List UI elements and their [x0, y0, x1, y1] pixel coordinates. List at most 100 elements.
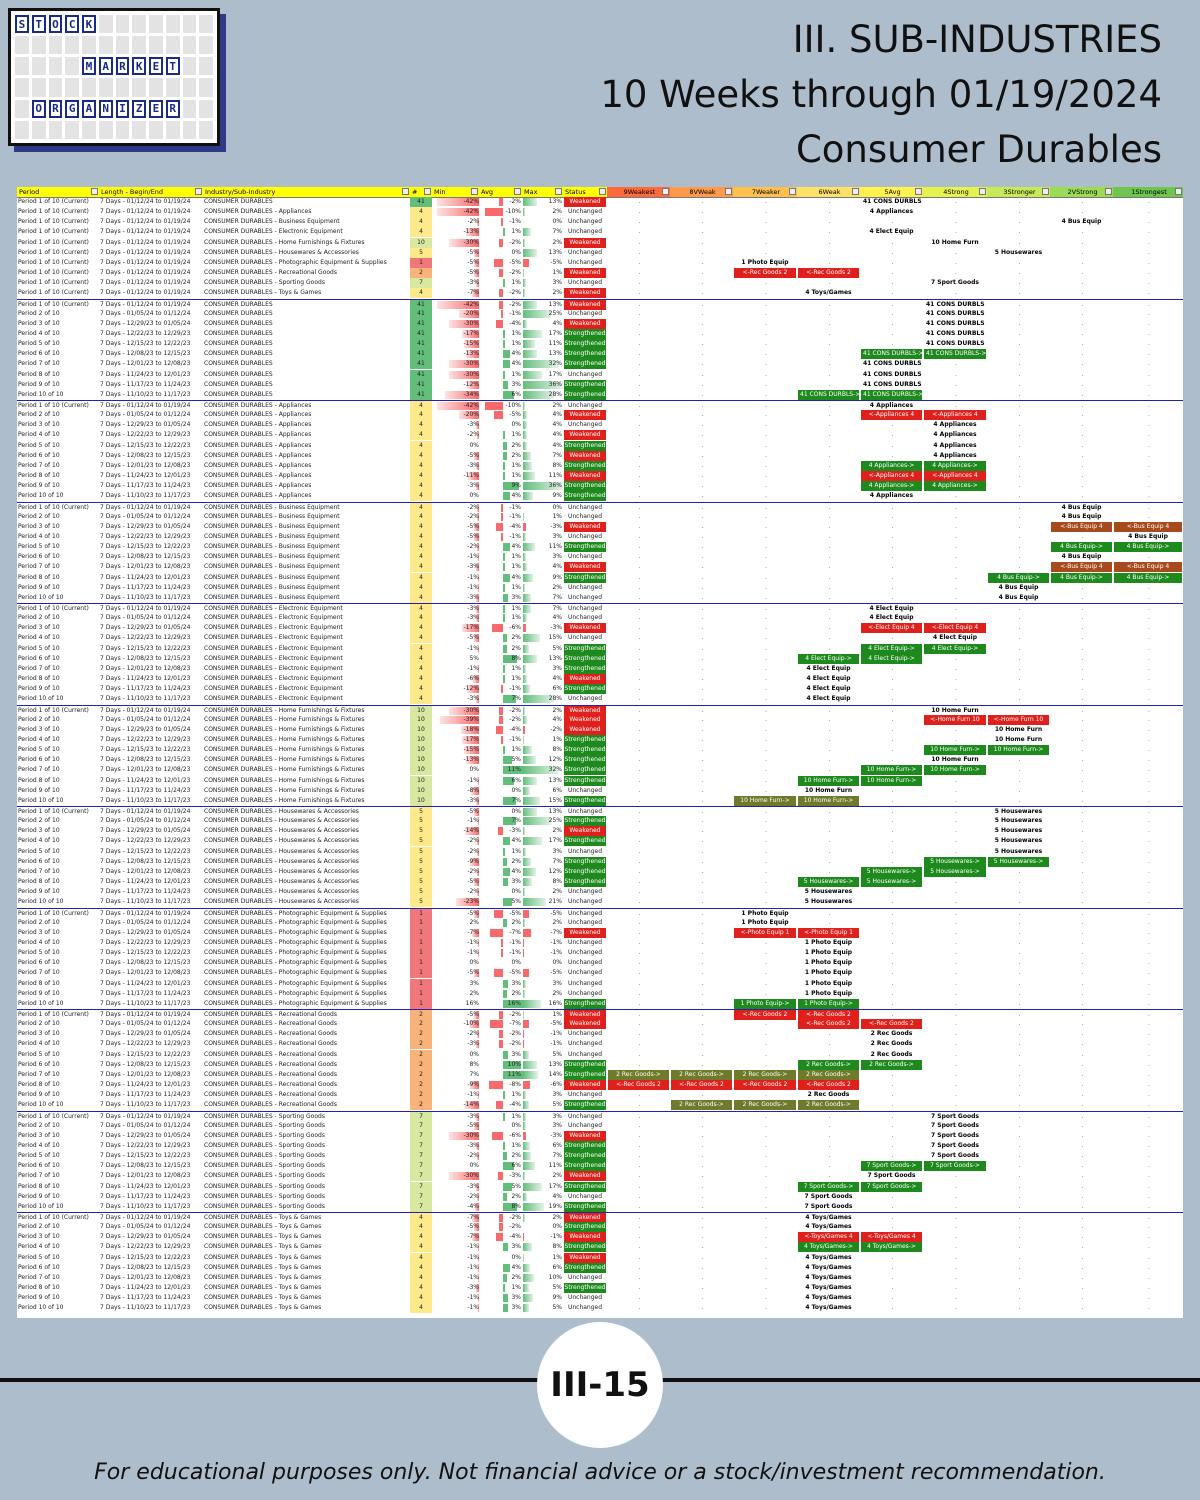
filter-dropdown-icon[interactable] — [402, 188, 409, 195]
length-cell: 7 Days - 11/17/23 to 11/24/23 — [100, 1091, 191, 1099]
period-cell: Period 4 of 10 — [18, 329, 60, 337]
status-badge: Strengthened — [564, 1151, 606, 1162]
count-cell: 4 — [410, 633, 432, 644]
filter-dropdown-icon[interactable] — [555, 188, 562, 195]
header-7[interactable]: Status — [563, 187, 607, 197]
avg-bar — [495, 725, 503, 734]
table-row: Period 8 of 10 7 Days - 11/24/23 to 12/01… — [17, 877, 1183, 888]
rank-tag: 10 Home Furn — [994, 735, 1043, 743]
avg-cell: -4% — [509, 1101, 521, 1109]
header-14[interactable]: 3Stronger — [987, 187, 1050, 197]
empty-cell-dot: . — [765, 1162, 767, 1170]
empty-cell-dot: . — [701, 1030, 704, 1038]
header-8[interactable]: 9Weakest — [607, 187, 670, 197]
status-badge: Weakened — [564, 1252, 606, 1263]
empty-cell-dot: . — [828, 746, 831, 754]
filter-dropdown-icon[interactable] — [979, 188, 986, 195]
filter-dropdown-icon[interactable] — [915, 188, 922, 195]
empty-cell-dot: . — [701, 959, 704, 967]
min-bar — [449, 706, 479, 715]
header-label: 8VWeak — [689, 188, 716, 196]
filter-dropdown-icon[interactable] — [424, 188, 431, 195]
period-cell: Period 4 of 10 — [18, 1040, 60, 1048]
table-row: Period 10 of 10 7 Days - 11/10/23 to 11/1… — [17, 389, 1183, 400]
period-cell: Period 3 of 10 — [18, 1030, 60, 1038]
filter-dropdown-icon[interactable] — [725, 188, 732, 195]
filter-dropdown-icon[interactable] — [471, 188, 478, 195]
max-bar — [523, 776, 538, 785]
table-row: Period 10 of 10 7 Days - 11/10/23 to 11/1… — [17, 1303, 1183, 1314]
logo-cell — [165, 120, 180, 139]
rank-tag: 1 Photo Equip-> — [798, 998, 859, 1009]
min-bar — [478, 1294, 479, 1303]
filter-dropdown-icon[interactable] — [852, 188, 859, 195]
max-cell: -1% — [550, 1233, 562, 1241]
filter-dropdown-icon[interactable] — [662, 188, 669, 195]
table-row: Period 6 of 10 7 Days - 12/08/23 to 12/15… — [17, 755, 1183, 766]
min-bar — [477, 888, 479, 897]
header-15[interactable]: 2VStrong — [1050, 187, 1113, 197]
status-badge: Weakened — [564, 237, 606, 248]
filter-dropdown-icon[interactable] — [599, 188, 606, 195]
header-4[interactable]: Min — [432, 187, 479, 197]
empty-cell-dot: . — [638, 411, 641, 419]
filter-dropdown-icon[interactable] — [1105, 188, 1112, 195]
industry-cell: CONSUMER DURABLES - Recreational Goods — [204, 1101, 337, 1109]
avg-cell: 1% — [511, 614, 521, 622]
avg-cell: -3% — [509, 827, 521, 835]
avg-bar — [503, 431, 505, 440]
filter-dropdown-icon[interactable] — [1175, 188, 1182, 195]
count-cell: 5 — [410, 866, 432, 877]
empty-cell-dot: . — [1018, 1273, 1021, 1281]
max-bar — [523, 756, 537, 765]
min-cell: -3% — [467, 695, 479, 703]
empty-cell-dot: . — [1148, 218, 1150, 226]
empty-cell-dot: . — [1081, 532, 1084, 540]
filter-dropdown-icon[interactable] — [91, 188, 98, 195]
header-6[interactable]: Max — [522, 187, 563, 197]
header-16[interactable]: 1Strongest — [1113, 187, 1183, 197]
empty-cell-dot: . — [638, 1091, 641, 1099]
avg-bar — [503, 695, 516, 704]
avg-cell: -2% — [509, 1030, 521, 1038]
avg-bar — [501, 735, 503, 744]
empty-cell-dot: . — [765, 918, 767, 926]
status-badge: Unchanged — [567, 258, 603, 266]
filter-dropdown-icon[interactable] — [1042, 188, 1049, 195]
avg-cell: -5% — [509, 258, 521, 266]
header-13[interactable]: 4Strong — [923, 187, 987, 197]
header-12[interactable]: 5Avg — [860, 187, 923, 197]
header-11[interactable]: 6Weak — [797, 187, 860, 197]
empty-cell-dot: . — [701, 949, 704, 957]
max-bar — [523, 472, 536, 481]
rank-tag: 4 Elect Equip — [806, 685, 851, 693]
empty-cell-dot: . — [765, 1273, 767, 1281]
period-cell: Period 4 of 10 — [18, 532, 60, 540]
header-0[interactable]: Period — [17, 187, 99, 197]
empty-cell-dot: . — [891, 1273, 894, 1281]
empty-cell-dot: . — [1018, 309, 1021, 317]
status-badge: Unchanged — [567, 949, 603, 957]
empty-cell-dot: . — [891, 329, 894, 337]
filter-dropdown-icon[interactable] — [195, 188, 202, 195]
filter-dropdown-icon[interactable] — [789, 188, 796, 195]
table-row: Period 8 of 10 7 Days - 11/24/23 to 12/01… — [17, 1283, 1183, 1294]
header-10[interactable]: 7Weaker — [733, 187, 797, 197]
filter-dropdown-icon[interactable] — [514, 188, 521, 195]
count-cell: 4 — [410, 410, 432, 421]
header-1[interactable]: Length - Begin/End — [99, 187, 203, 197]
header-3[interactable]: # — [410, 187, 432, 197]
avg-cell: -1% — [509, 309, 521, 317]
avg-cell: 5% — [511, 898, 521, 906]
header-2[interactable]: Industry/Sub-Industry — [203, 187, 410, 197]
table-row: Period 9 of 10 7 Days - 11/17/23 to 11/24… — [17, 684, 1183, 695]
avg-bar — [503, 776, 514, 785]
empty-cell-dot: . — [1018, 512, 1021, 520]
header-5[interactable]: Avg — [479, 187, 522, 197]
header-9[interactable]: 8VWeak — [670, 187, 733, 197]
empty-cell-dot: . — [1018, 1040, 1021, 1048]
empty-cell-dot: . — [1018, 725, 1021, 733]
page-number: III-15 — [550, 1365, 650, 1405]
empty-cell-dot: . — [638, 329, 641, 337]
length-cell: 7 Days - 01/05/24 to 01/12/24 — [100, 309, 191, 317]
